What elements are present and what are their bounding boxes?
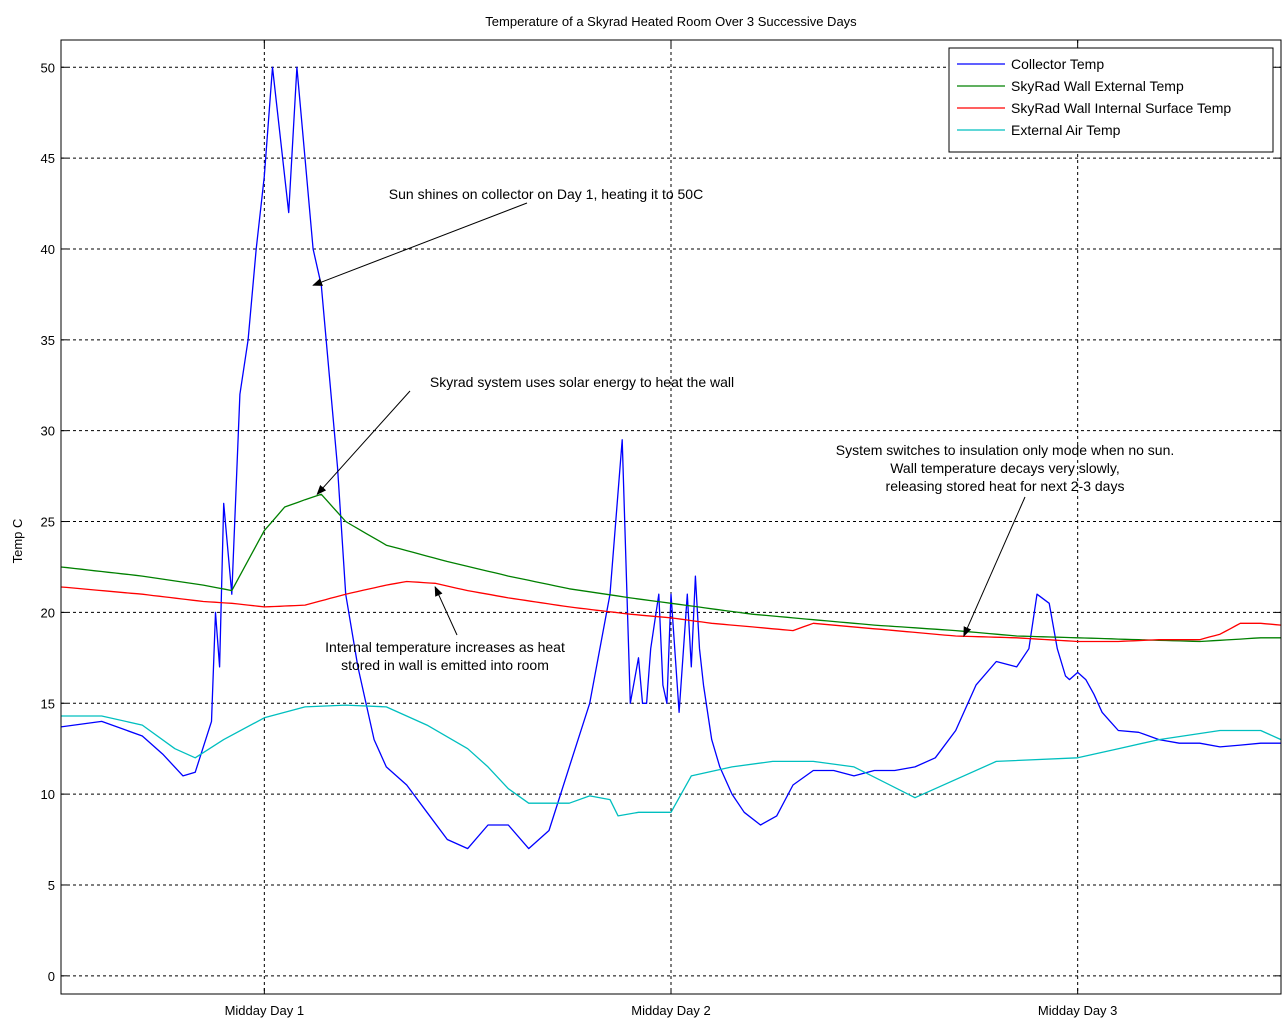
annotation-arrow: [316, 390, 411, 496]
annotation-text: Internal temperature increases as heat st…: [325, 639, 565, 673]
axis-ticks: 0 5 10 15 20 25 30 35 40 45 50 Midday Day 1 Midday D…: [41, 40, 1281, 1018]
annotation-line: releasing stored heat for next 2-3 days: [886, 478, 1125, 494]
annotation-1: Skyrad system uses solar energy to heat …: [316, 374, 734, 496]
series-line-1: [61, 493, 1281, 643]
y-tick-label: 35: [41, 333, 55, 348]
series-line-0: [61, 66, 1281, 850]
chart-title: Temperature of a Skyrad Heated Room Over…: [485, 14, 857, 29]
annotation-text: System switches to insulation only mode …: [836, 442, 1175, 494]
y-tick-label: 25: [41, 515, 55, 530]
annotation-arrow: [434, 586, 458, 636]
y-tick-label: 50: [41, 60, 55, 75]
x-tick-label: Midday Day 3: [1038, 1003, 1117, 1018]
y-tick-label: 45: [41, 151, 55, 166]
annotation-text: Skyrad system uses solar energy to heat …: [430, 374, 734, 390]
annotation-line: System switches to insulation only mode …: [836, 442, 1175, 458]
annotation-text: Sun shines on collector on Day 1, heatin…: [389, 186, 703, 202]
y-tick-label: 0: [48, 969, 55, 984]
annotation-0: Sun shines on collector on Day 1, heatin…: [312, 186, 703, 286]
legend-label-1: SkyRad Wall External Temp: [1011, 78, 1184, 94]
y-tick-label: 20: [41, 605, 55, 620]
plot-series: [61, 66, 1281, 850]
series-line-3: [61, 704, 1281, 817]
legend-label-0: Collector Temp: [1011, 56, 1104, 72]
y-tick-label: 10: [41, 787, 55, 802]
series-line-2: [61, 580, 1281, 643]
y-tick-label: 5: [48, 878, 55, 893]
annotation-arrow: [963, 496, 1026, 637]
legend-label-3: External Air Temp: [1011, 122, 1121, 138]
annotation-line: Skyrad system uses solar energy to heat …: [430, 374, 734, 390]
grid-lines: [61, 40, 1281, 994]
annotation-line: Wall temperature decays very slowly,: [890, 460, 1120, 476]
annotation-line: Internal temperature increases as heat: [325, 639, 565, 655]
y-tick-label: 30: [41, 424, 55, 439]
y-axis-label: Temp C: [10, 519, 25, 564]
y-tick-label: 15: [41, 696, 55, 711]
annotations: Sun shines on collector on Day 1, heatin…: [312, 186, 1175, 673]
annotation-2: Internal temperature increases as heat st…: [325, 586, 565, 673]
annotation-arrow: [312, 202, 528, 286]
annotation-line: stored in wall is emitted into room: [341, 657, 549, 673]
annotation-line: Sun shines on collector on Day 1, heatin…: [389, 186, 703, 202]
x-tick-label: Midday Day 2: [631, 1003, 710, 1018]
x-tick-label: Midday Day 1: [225, 1003, 304, 1018]
legend-label-2: SkyRad Wall Internal Surface Temp: [1011, 100, 1231, 116]
annotation-3: System switches to insulation only mode …: [836, 442, 1175, 637]
legend: Collector Temp SkyRad Wall External Temp S…: [948, 47, 1274, 153]
y-tick-label: 40: [41, 242, 55, 257]
legend-box: [948, 47, 1274, 153]
